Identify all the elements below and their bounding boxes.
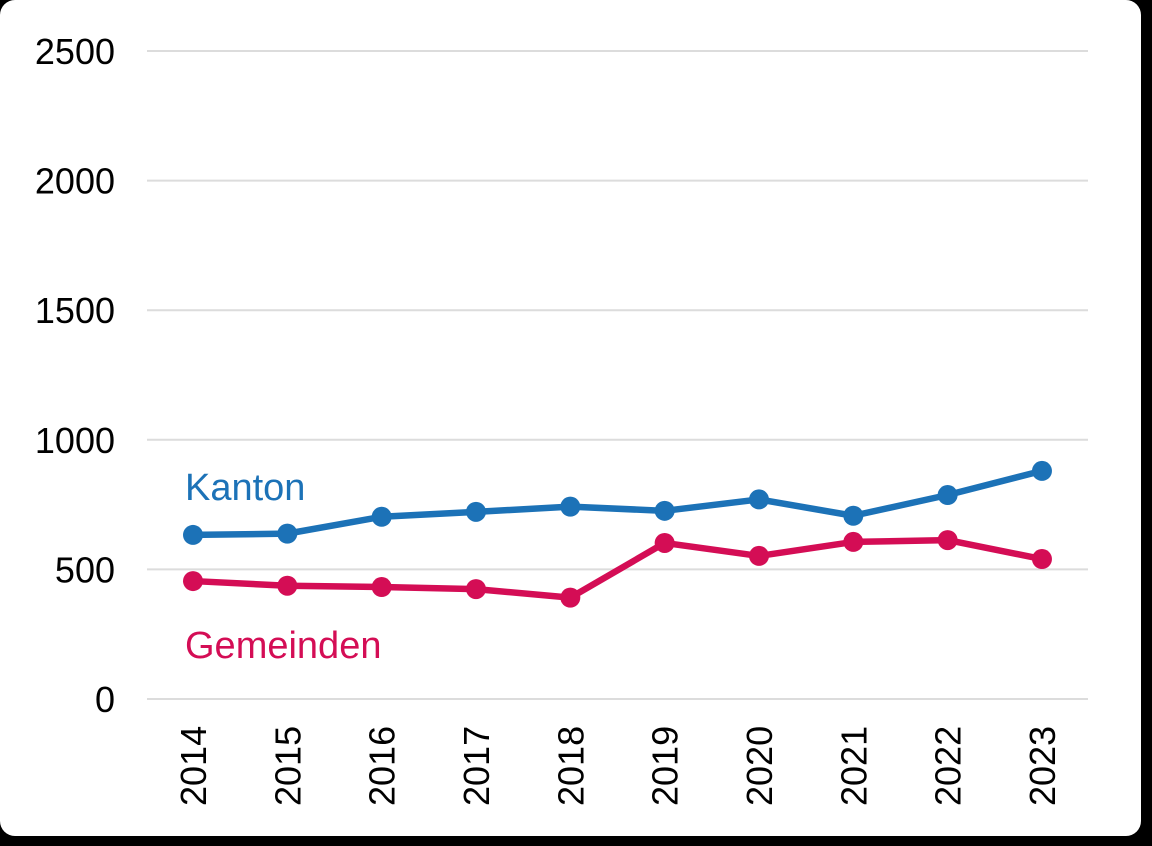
svg-text:2017: 2017 (456, 726, 497, 806)
svg-text:2018: 2018 (550, 726, 591, 806)
svg-text:2000: 2000 (35, 161, 115, 202)
svg-text:1500: 1500 (35, 290, 115, 331)
series-label-gemeinden: Gemeinden (185, 625, 381, 667)
x-axis-tick-labels: 2014 2015 2016 2017 2018 2019 2020 2021 2022 2023 (173, 726, 1063, 806)
data-series (183, 460, 1052, 608)
svg-text:2023: 2023 (1022, 726, 1063, 806)
svg-text:2021: 2021 (833, 726, 874, 806)
y-axis-tick-labels: 0 500 1000 1500 2000 2500 (35, 31, 115, 720)
series-label-kanton: Kanton (185, 467, 305, 509)
svg-text:2019: 2019 (645, 726, 686, 806)
svg-text:2014: 2014 (173, 726, 214, 806)
gridlines (147, 50, 1088, 700)
svg-text:2020: 2020 (739, 726, 780, 806)
chart-card: 0 500 1000 1500 2000 2500 2014 2015 2016 2017 201… (0, 0, 1141, 836)
svg-text:500: 500 (55, 549, 115, 590)
svg-text:2015: 2015 (267, 726, 308, 806)
svg-text:1000: 1000 (35, 420, 115, 461)
svg-text:2022: 2022 (928, 726, 969, 806)
svg-text:2500: 2500 (35, 31, 115, 72)
svg-text:2016: 2016 (362, 726, 403, 806)
svg-text:0: 0 (95, 679, 115, 720)
